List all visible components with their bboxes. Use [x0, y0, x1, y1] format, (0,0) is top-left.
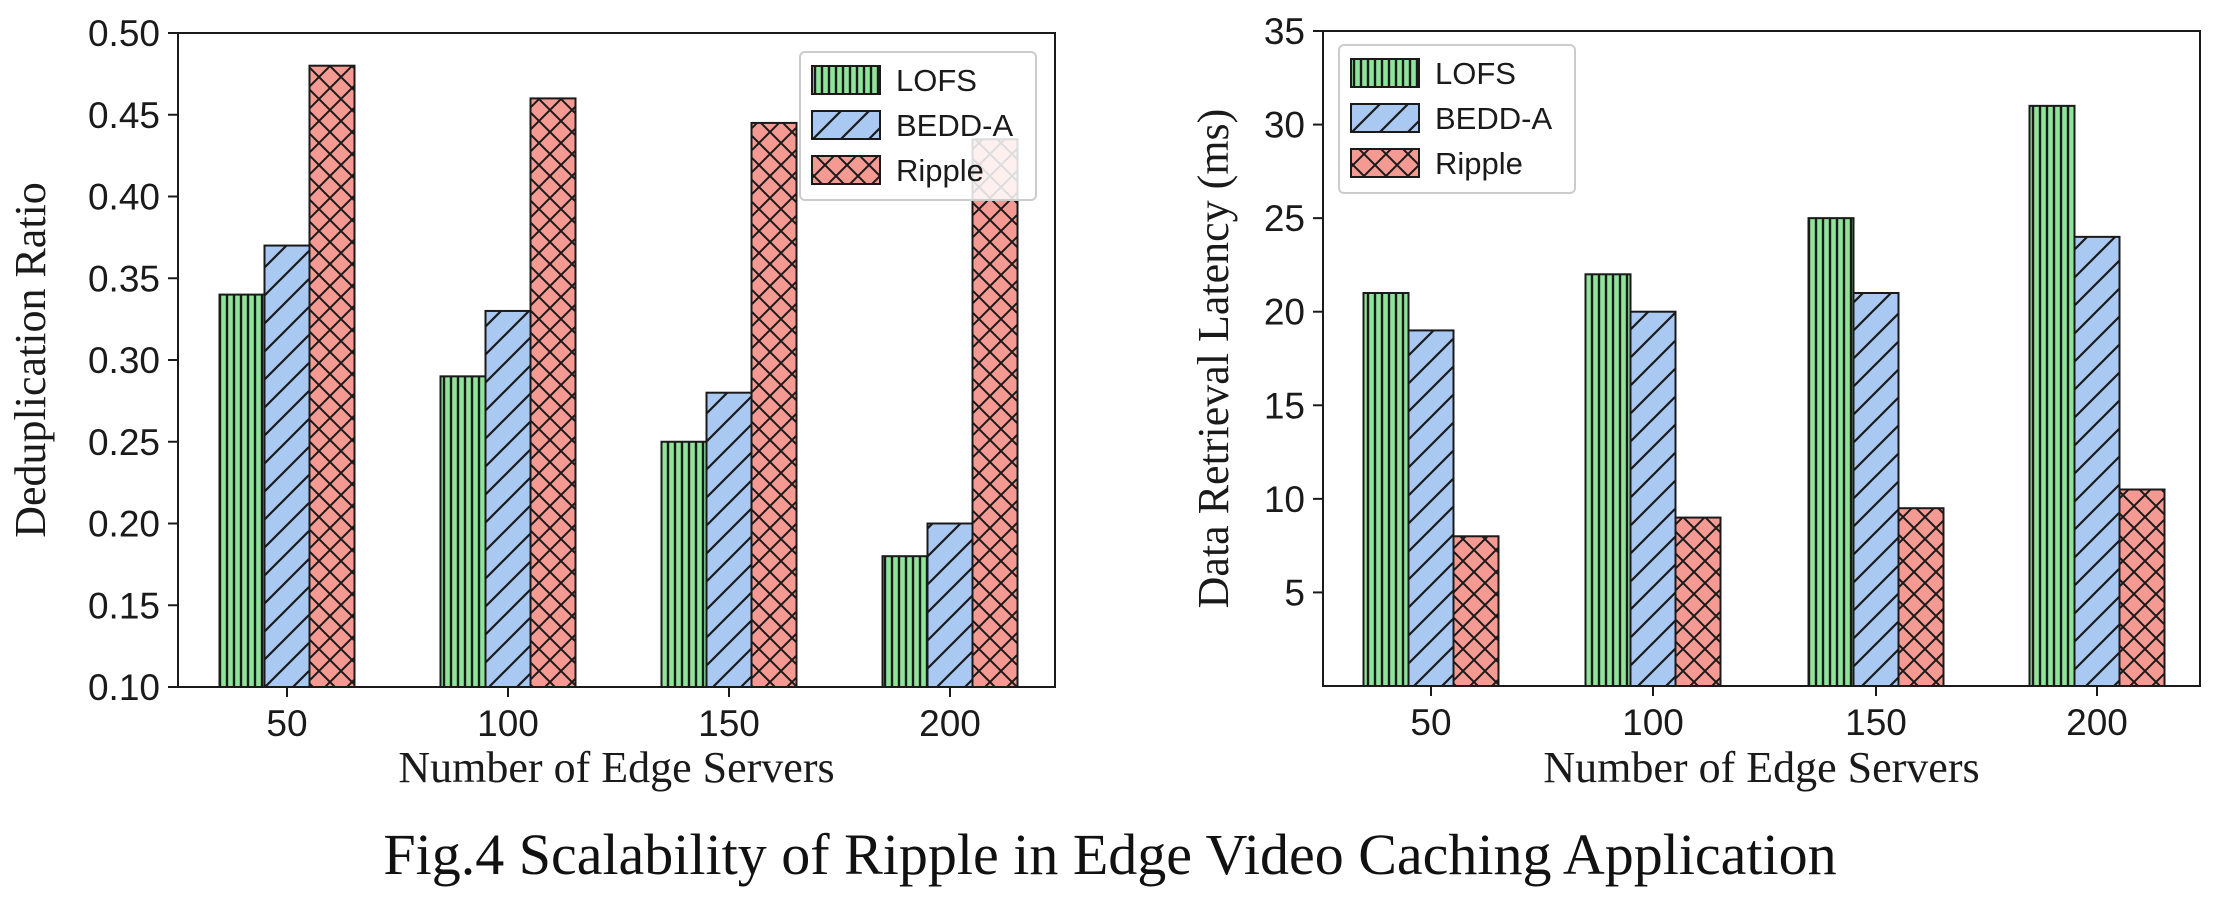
bar-ripple-100 — [529, 97, 577, 688]
y-tick-label: 25 — [1264, 198, 1305, 239]
x-tick-label: 200 — [919, 703, 981, 744]
y-tick-label: 0.35 — [88, 258, 160, 299]
bar-ripple-50 — [308, 64, 356, 688]
y-tick-label: 30 — [1264, 105, 1305, 146]
legend-swatch-ripple — [811, 155, 881, 185]
x-tick-label: 50 — [1410, 702, 1451, 743]
legend-swatch-ripple — [1350, 148, 1420, 178]
chart-deduplication-ratio: 0.10 0.15 0.20 0.25 0.30 0.35 0.40 0.45 0.50 50 10… — [6, 13, 1056, 792]
bar-ripple-100 — [1674, 516, 1722, 687]
bar-bedd-a-150 — [1852, 292, 1900, 687]
x-tick-label: 50 — [266, 703, 307, 744]
plot-frame — [1322, 30, 2201, 687]
legend-label: Ripple — [896, 153, 984, 188]
y-axis-label: Deduplication Ratio — [6, 182, 55, 538]
x-tick-label: 100 — [477, 703, 539, 744]
y-tick-label: 0.20 — [88, 504, 160, 545]
bar-ripple-150 — [750, 121, 798, 689]
legend-swatch-bedd-a — [1350, 103, 1420, 133]
y-tick-label: 0.25 — [88, 422, 160, 463]
bar-ripple-200 — [2118, 488, 2166, 687]
y-tick-label: 15 — [1264, 385, 1305, 426]
legend-label: BEDD-A — [1435, 101, 1552, 136]
bar-ripple-50 — [1452, 535, 1500, 687]
bar-lofs-100 — [439, 375, 487, 688]
y-tick-label: 0.50 — [88, 13, 160, 54]
bar-lofs-50 — [218, 293, 266, 688]
x-axis-label: Number of Edge Servers — [398, 743, 834, 792]
y-tick-label: 20 — [1264, 292, 1305, 333]
legend-swatch-lofs — [811, 65, 881, 95]
bar-bedd-a-100 — [484, 309, 532, 688]
bar-lofs-50 — [1362, 292, 1410, 687]
legend-label: LOFS — [1435, 56, 1516, 91]
bar-lofs-100 — [1584, 273, 1632, 687]
x-tick-label: 150 — [1845, 702, 1907, 743]
x-tick-label: 150 — [698, 703, 760, 744]
y-tick-label: 0.45 — [88, 95, 160, 136]
bar-bedd-a-50 — [1407, 329, 1455, 687]
legend-label: LOFS — [896, 63, 977, 98]
bar-bedd-a-50 — [263, 244, 311, 689]
bar-bedd-a-150 — [705, 391, 753, 688]
x-tick-label: 100 — [1622, 702, 1684, 743]
y-tick-label: 0.15 — [88, 585, 160, 626]
y-tick-label: 35 — [1264, 11, 1305, 52]
legend-swatch-bedd-a — [811, 110, 881, 140]
y-tick-label: 0.30 — [88, 340, 160, 381]
y-tick-label: 0.10 — [88, 667, 160, 708]
y-tick-label: 5 — [1284, 572, 1305, 613]
bar-lofs-200 — [881, 555, 929, 689]
legend: LOFS BEDD-A Ripple — [799, 51, 1037, 201]
y-axis-label: Data Retrieval Latency (ms) — [1189, 109, 1238, 609]
y-tick-label: 0.40 — [88, 177, 160, 218]
bar-bedd-a-200 — [926, 522, 974, 688]
x-axis-label: Number of Edge Servers — [1543, 743, 1979, 792]
bar-ripple-150 — [1897, 507, 1945, 688]
y-tick-label: 10 — [1264, 479, 1305, 520]
bar-bedd-a-200 — [2073, 235, 2121, 687]
bar-bedd-a-100 — [1629, 310, 1677, 687]
legend-swatch-lofs — [1350, 58, 1420, 88]
bar-lofs-200 — [2028, 104, 2076, 688]
bar-lofs-150 — [660, 440, 708, 688]
legend: LOFS BEDD-A Ripple — [1338, 44, 1576, 194]
bar-lofs-150 — [1807, 217, 1855, 687]
figure-caption: Fig.4 Scalability of Ripple in Edge Vide… — [383, 822, 1837, 887]
bar-ripple-200 — [971, 138, 1019, 688]
x-tick-label: 200 — [2066, 702, 2128, 743]
legend-label: BEDD-A — [896, 108, 1013, 143]
chart-data-retrieval-latency: 5 10 15 20 25 30 35 50 100 150 200 Number of Edge S… — [1189, 11, 2201, 792]
legend-label: Ripple — [1435, 146, 1523, 181]
